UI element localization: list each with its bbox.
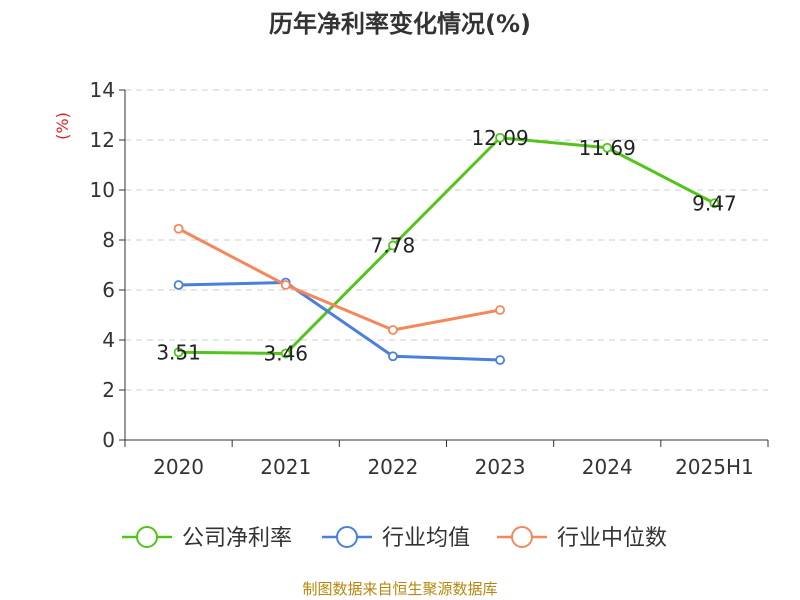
y-tick-label: 2 <box>102 378 115 402</box>
data-point <box>495 355 505 365</box>
legend: 公司净利率 行业均值 行业中位数 <box>122 526 667 551</box>
data-point <box>388 351 398 362</box>
data-label: 12.09 <box>471 126 528 150</box>
y-axis-label: (%) <box>53 112 72 140</box>
data-point <box>280 348 291 359</box>
y-tick-label: 10 <box>90 178 115 202</box>
y-tick-label: 14 <box>90 78 115 102</box>
y-tick-label: 0 <box>102 428 115 452</box>
y-tick-label: 4 <box>102 328 115 352</box>
data-point <box>388 325 398 335</box>
data-point <box>495 132 505 143</box>
x-tick-label: 2021 <box>260 455 311 479</box>
x-tick-label: 2020 <box>153 455 204 479</box>
data-label: 9.47 <box>692 191 737 215</box>
y-tick-label: 6 <box>102 278 115 302</box>
data-point <box>173 280 184 290</box>
legend-item-1: 公司净利率 <box>122 526 292 551</box>
series-line-3 <box>177 227 501 332</box>
series-line-1 <box>178 136 716 355</box>
series-line-2 <box>178 281 501 362</box>
axes: 0 2 4 6 8 10 12 14 2020 2021 2022 2023 2024 2025H1 (%) <box>53 78 769 479</box>
grid-lines <box>125 89 768 391</box>
data-point <box>173 223 184 234</box>
legend-marker <box>511 526 533 548</box>
data-point <box>495 305 505 315</box>
x-tick-label: 2022 <box>367 455 418 479</box>
legend-label: 行业均值 <box>382 526 470 551</box>
x-tick-label: 2024 <box>582 455 633 479</box>
y-tick-label: 12 <box>90 128 115 152</box>
data-label: 3.51 <box>156 340 201 364</box>
data-point <box>602 142 613 153</box>
data-point <box>173 347 184 358</box>
source-note: 制图数据来自恒生聚源数据库 <box>302 580 498 598</box>
legend-item-3: 行业中位数 <box>497 526 667 551</box>
data-point <box>709 198 720 209</box>
x-tick-label: 2025H1 <box>675 455 754 479</box>
legend-marker <box>136 526 158 548</box>
series-lines <box>173 132 720 365</box>
data-labels: 3.51 3.46 7.78 12.09 11.69 9.47 <box>156 126 736 366</box>
legend-item-2: 行业均值 <box>322 526 470 551</box>
legend-label: 行业中位数 <box>557 526 667 551</box>
data-point <box>280 280 291 290</box>
x-tick-label: 2023 <box>475 455 526 479</box>
legend-label: 公司净利率 <box>182 526 292 551</box>
data-point <box>388 240 398 251</box>
data-label: 3.46 <box>263 342 308 366</box>
data-label: 11.69 <box>579 136 636 160</box>
data-label: 7.78 <box>371 234 416 258</box>
legend-marker <box>336 526 358 548</box>
chart-title: 历年净利率变化情况(%) <box>269 10 531 38</box>
y-tick-label: 8 <box>102 228 115 252</box>
